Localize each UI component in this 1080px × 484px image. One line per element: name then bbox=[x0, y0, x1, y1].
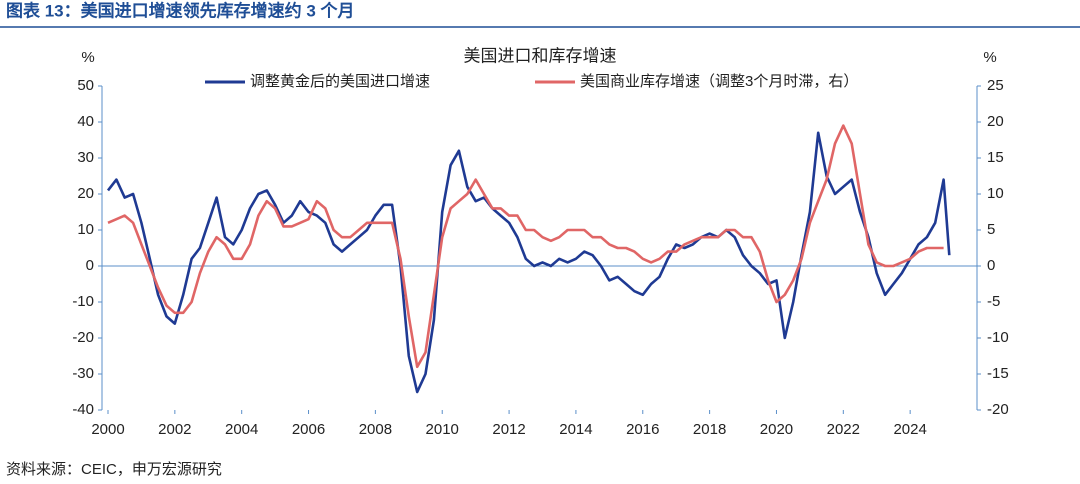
x-tick-label: 2022 bbox=[827, 421, 860, 438]
y2-tick-label: -20 bbox=[987, 401, 1009, 418]
y-tick-label: -30 bbox=[72, 365, 94, 382]
series-line bbox=[106, 131, 951, 394]
x-tick-label: 2010 bbox=[426, 421, 459, 438]
x-tick-label: 2012 bbox=[492, 421, 525, 438]
x-tick-label: 2006 bbox=[292, 421, 325, 438]
y2-tick-label: 25 bbox=[987, 77, 1004, 94]
y-axis-label: % bbox=[81, 49, 94, 66]
y2-tick-label: -10 bbox=[987, 329, 1009, 346]
chart-title: 美国进口和库存增速 bbox=[464, 46, 617, 65]
y-tick-label: -20 bbox=[72, 329, 94, 346]
y-tick-label: -40 bbox=[72, 401, 94, 418]
y-tick-label: 50 bbox=[77, 77, 94, 94]
header: 图表 13：美国进口增速领先库存增速约 3 个月 bbox=[6, 0, 355, 20]
series-line bbox=[107, 124, 944, 369]
x-tick-label: 2004 bbox=[225, 421, 258, 438]
x-tick-label: 2002 bbox=[158, 421, 191, 438]
y2-tick-label: 5 bbox=[987, 221, 995, 238]
y2-axis-label: % bbox=[983, 49, 996, 66]
legend-label: 调整黄金后的美国进口增速 bbox=[250, 73, 430, 90]
y2-tick-label: 0 bbox=[987, 257, 995, 274]
y-tick-label: 20 bbox=[77, 185, 94, 202]
legend-label: 美国商业库存增速（调整3个月时滞，右） bbox=[580, 73, 858, 90]
x-tick-label: 2020 bbox=[760, 421, 793, 438]
y2-tick-label: -15 bbox=[987, 365, 1009, 382]
x-tick-label: 2018 bbox=[693, 421, 726, 438]
y-tick-label: 30 bbox=[77, 149, 94, 166]
source: 资料来源：CEIC，申万宏源研究 bbox=[6, 461, 222, 478]
y-tick-label: 0 bbox=[86, 257, 94, 274]
y2-tick-label: 15 bbox=[987, 149, 1004, 166]
y-tick-label: -10 bbox=[72, 293, 94, 310]
y-tick-label: 40 bbox=[77, 113, 94, 130]
y-tick-label: 10 bbox=[77, 221, 94, 238]
x-tick-label: 2016 bbox=[626, 421, 659, 438]
x-tick-label: 2014 bbox=[559, 421, 592, 438]
x-tick-label: 2024 bbox=[893, 421, 926, 438]
y2-tick-label: -5 bbox=[987, 293, 1000, 310]
y2-tick-label: 10 bbox=[987, 185, 1004, 202]
x-tick-label: 2008 bbox=[359, 421, 392, 438]
x-tick-label: 2000 bbox=[91, 421, 124, 438]
y2-tick-label: 20 bbox=[987, 113, 1004, 130]
